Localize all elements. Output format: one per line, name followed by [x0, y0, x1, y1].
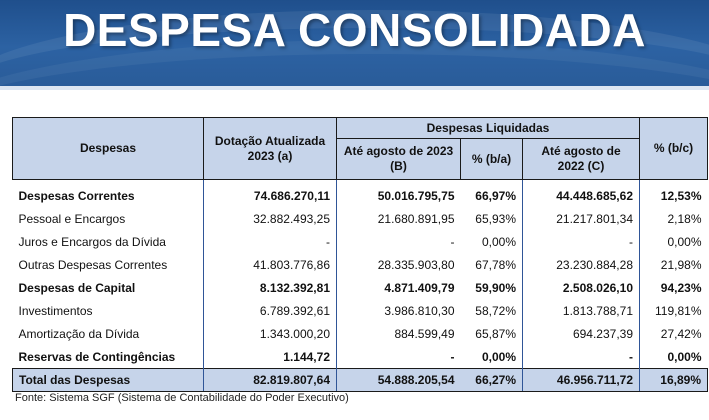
col-header-despesas: Despesas: [12, 117, 204, 180]
total-row: Total das Despesas 82.819.807,64 54.888.…: [12, 368, 708, 392]
expense-table: Despesas Dotação Atualizada 2023 (a) Des…: [12, 117, 708, 392]
title-banner: DESPESA CONSOLIDADA: [0, 0, 709, 86]
cell-pct-ba: 65,87%: [460, 322, 523, 345]
cell-ate-2023: 21.680.891,95: [377, 211, 455, 226]
total-ate-2022: 46.956.711,72: [522, 368, 640, 392]
row-label: Reservas de Contingências: [12, 345, 204, 369]
cell-pct-ba: 0,00%: [460, 230, 523, 253]
row-label: Amortização da Dívida: [12, 322, 204, 345]
table-row: Reservas de Contingências 1.144,72 - 0,0…: [12, 345, 708, 369]
cell-pct-bc: 12,53%: [660, 188, 702, 203]
cell-pct-bc: 27,42%: [660, 326, 702, 341]
cell-pct-bc: 119,81%: [655, 303, 702, 318]
cell-ate-2023: -: [450, 234, 455, 249]
cell-dotacao: -: [203, 230, 337, 253]
total-label: Total das Despesas: [12, 368, 204, 392]
cell-ate-2022: -: [522, 345, 640, 369]
cell-ate-2022: 694.237,39: [522, 322, 640, 345]
page-title: DESPESA CONSOLIDADA: [63, 4, 646, 56]
cell-dotacao: 1.343.000,20: [203, 322, 337, 345]
row-label: Pessoal e Encargos: [12, 207, 204, 230]
table-row: Amortização da Dívida 1.343.000,20 884.5…: [12, 322, 708, 345]
cell-ate-2022: 21.217.801,34: [522, 207, 640, 230]
cell-dotacao: 8.132.392,81: [203, 276, 337, 299]
cell-dotacao: 6.789.392,61: [203, 299, 337, 322]
table-row: Investimentos 6.789.392,61 3.986.810,30 …: [12, 299, 708, 322]
table-row: Despesas Correntes 74.686.270,11 50.016.…: [12, 179, 708, 207]
total-dotacao: 82.819.807,64: [203, 368, 337, 392]
cell-pct-ba: 0,00%: [460, 345, 523, 369]
banner-divider: [0, 86, 709, 90]
col-header-dotacao: Dotação Atualizada 2023 (a): [203, 117, 337, 180]
cell-pct-ba: 67,78%: [460, 253, 523, 276]
total-ate-2023: 54.888.205,54: [336, 368, 461, 392]
row-label: Outras Despesas Correntes: [12, 253, 204, 276]
source-note: Fonte: Sistema SGF (Sistema de Contabili…: [15, 392, 349, 404]
row-label: Juros e Encargos da Dívida: [12, 230, 204, 253]
cell-ate-2022: 1.813.788,71: [522, 299, 640, 322]
cell-ate-2023: -: [450, 349, 455, 364]
cell-pct-ba: 65,93%: [460, 207, 523, 230]
cell-pct-bc: 2,18%: [667, 211, 702, 226]
cell-ate-2022: 23.230.884,28: [522, 253, 640, 276]
cell-pct-ba: 66,97%: [460, 179, 523, 207]
col-header-despesas-liquidadas: Despesas Liquidadas: [336, 117, 640, 139]
cell-ate-2023: 50.016.795,75: [377, 188, 455, 203]
col-header-ate-2022: Até agosto de 2022 (C): [522, 138, 640, 180]
col-header-pct-bc: % (b/c): [639, 117, 708, 180]
cell-dotacao: 41.803.776,86: [203, 253, 337, 276]
row-label: Despesas Correntes: [12, 179, 204, 207]
cell-dotacao: 74.686.270,11: [203, 179, 337, 207]
col-header-pct-ba: % (b/a): [460, 138, 523, 180]
cell-ate-2023: 4.871.409,79: [384, 280, 455, 295]
cell-ate-2023: 884.599,49: [394, 326, 455, 341]
cell-dotacao: 1.144,72: [203, 345, 337, 369]
cell-pct-ba: 58,72%: [460, 299, 523, 322]
table-row: Despesas de Capital 8.132.392,81 4.871.4…: [12, 276, 708, 299]
cell-pct-bc: 0,00%: [667, 349, 702, 364]
row-label: Despesas de Capital: [12, 276, 204, 299]
cell-ate-2023: 3.986.810,30: [384, 303, 455, 318]
table-row: Pessoal e Encargos 32.882.493,25 21.680.…: [12, 207, 708, 230]
row-label: Investimentos: [12, 299, 204, 322]
cell-pct-ba: 59,90%: [460, 276, 523, 299]
cell-pct-bc: 21,98%: [660, 257, 702, 272]
col-header-ate-2023: Até agosto de 2023 (B): [336, 138, 461, 180]
cell-dotacao: 32.882.493,25: [203, 207, 337, 230]
cell-ate-2023: 28.335.903,80: [377, 257, 455, 272]
cell-ate-2022: 2.508.026,10: [522, 276, 640, 299]
table-row: Juros e Encargos da Dívida - - 0,00% - 0…: [12, 230, 708, 253]
cell-pct-bc: 0,00%: [667, 234, 702, 249]
total-pct-ba: 66,27%: [460, 368, 523, 392]
table-row: Outras Despesas Correntes 41.803.776,86 …: [12, 253, 708, 276]
cell-ate-2022: 44.448.685,62: [522, 179, 640, 207]
cell-pct-bc: 94,23%: [660, 280, 702, 295]
total-pct-bc: 16,89%: [639, 368, 708, 392]
cell-ate-2022: -: [522, 230, 640, 253]
